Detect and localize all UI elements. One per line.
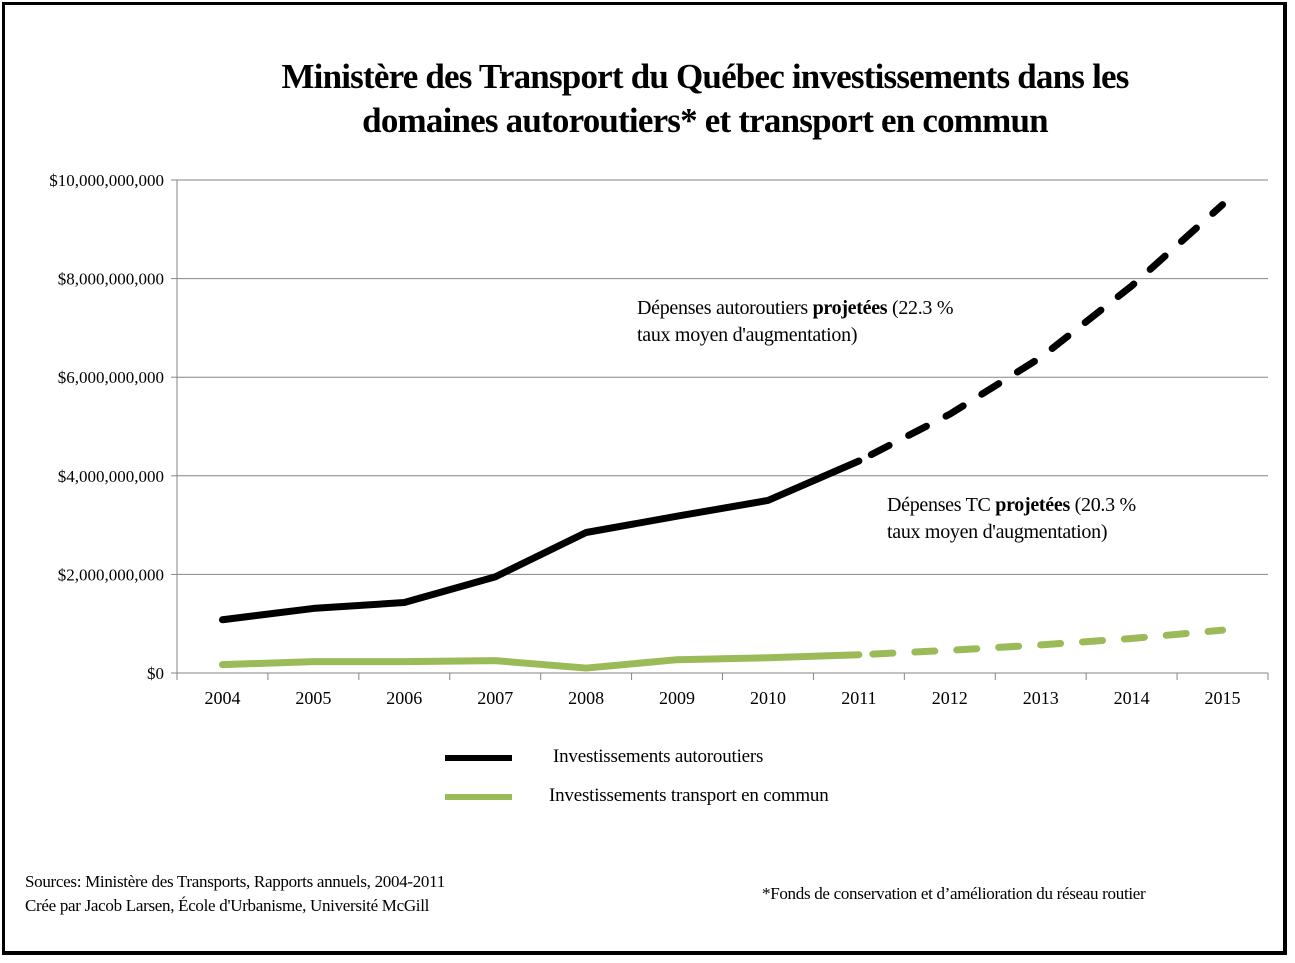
annotation-bold-text: projetées [812, 297, 888, 319]
annotation-text: Dépenses autoroutiers [637, 297, 813, 319]
x-tick-label: 2013 [1023, 688, 1059, 708]
x-tick-label: 2015 [1205, 688, 1241, 708]
x-tick-label: 2005 [295, 688, 331, 708]
legend-swatch-autoroutiers [445, 755, 512, 761]
legend-label-transport-commun: Investissements transport en commun [549, 785, 829, 806]
chart-title-line-1: Ministère des Transport du Québec invest… [281, 57, 1129, 96]
annotation-bold-text: projetées [995, 494, 1070, 516]
y-tick-label: $8,000,000,000 [58, 270, 164, 289]
x-axis-ticks: 2004 2005 2006 2007 2008 2009 2010 2011 2012 2013… [176, 673, 1269, 708]
y-tick-label: $10,000,000,000 [49, 171, 164, 190]
legend-item-transport-commun [445, 794, 512, 800]
x-tick-label: 2014 [1114, 688, 1150, 708]
series-line-transport-commun-actual [218, 651, 863, 672]
y-axis-ticks: $0 $2,000,000,000 $4,000,000,000 $6,000,000… [49, 171, 177, 683]
annotation-line-2: taux moyen d'augmentation) [637, 324, 858, 346]
sources-text: Sources: Ministère des Transports, Rappo… [25, 872, 445, 891]
credit-text: Crée par Jacob Larsen, École d'Urbanisme… [25, 896, 430, 915]
axes [176, 180, 1268, 674]
x-tick-label: 2011 [841, 688, 876, 708]
annotation-autoroutiers-projection: Dépenses autoroutiers projetées (22.3 % … [637, 295, 953, 349]
gridlines [177, 179, 1268, 575]
x-tick-label: 2007 [477, 688, 513, 708]
annotation-line-2: taux moyen d'augmentation) [887, 521, 1108, 543]
x-tick-label: 2009 [659, 688, 695, 708]
series-line-autoroutiers-projected [855, 201, 1227, 465]
y-tick-label: $6,000,000,000 [58, 368, 164, 387]
chart-title-line-2: domaines autoroutiers* et transport en c… [362, 101, 1048, 140]
chart-title: Ministère des Transport du Québec invest… [0, 55, 1295, 143]
x-tick-label: 2008 [568, 688, 604, 708]
y-tick-label: $4,000,000,000 [58, 467, 164, 486]
legend-label-autoroutiers: Investissements autoroutiers [553, 746, 764, 767]
y-tick-label: $0 [147, 664, 164, 683]
annotation-text: Dépenses TC [887, 494, 996, 516]
annotation-rate: (20.3 % [1069, 494, 1137, 516]
y-tick-label: $2,000,000,000 [58, 565, 164, 584]
x-tick-label: 2004 [204, 688, 240, 708]
legend-swatch-transport-commun [445, 794, 512, 800]
annotation-rate: (22.3 % [887, 297, 954, 319]
footer-sources: Sources: Ministère des Transports, Rappo… [25, 870, 445, 918]
series-line-transport-commun-projected [855, 626, 1227, 659]
series-line-autoroutiers-actual [218, 457, 863, 624]
series-lines [218, 201, 1227, 672]
x-tick-label: 2010 [750, 688, 786, 708]
legend-item-autoroutiers [445, 755, 512, 761]
x-tick-label: 2012 [932, 688, 968, 708]
footnote: *Fonds de conservation et d’amélioration… [762, 884, 1146, 903]
x-tick-label: 2006 [386, 688, 422, 708]
annotation-tc-projection: Dépenses TC projetées (20.3 % taux moyen… [887, 492, 1136, 546]
